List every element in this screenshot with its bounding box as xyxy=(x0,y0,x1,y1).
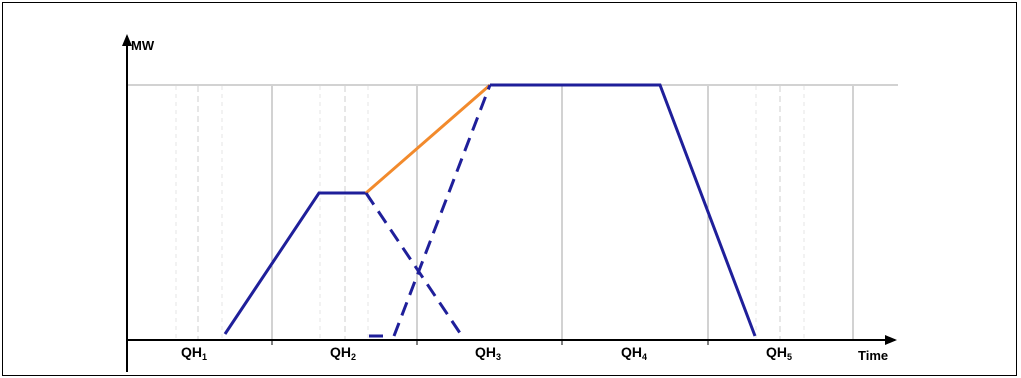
y-axis-label: MW xyxy=(131,38,155,53)
period-label-qh5: QH5 xyxy=(766,344,792,362)
x-axis-label: Time xyxy=(858,348,888,363)
period-label-qh1: QH1 xyxy=(181,344,207,362)
period-label-qh2: QH2 xyxy=(330,344,356,362)
second-block-profile xyxy=(490,83,757,337)
ramp-transition-line xyxy=(365,83,491,195)
second-block-ramp-up-dashed xyxy=(392,84,492,337)
period-label-qh3: QH3 xyxy=(475,344,501,362)
period-labels: QH1 QH2 QH3 QH4 QH5 xyxy=(181,344,792,362)
first-block-ramp-down-dashed xyxy=(364,192,464,337)
first-block-profile xyxy=(223,191,366,335)
period-label-qh4: QH4 xyxy=(621,344,647,362)
grid xyxy=(127,84,898,340)
